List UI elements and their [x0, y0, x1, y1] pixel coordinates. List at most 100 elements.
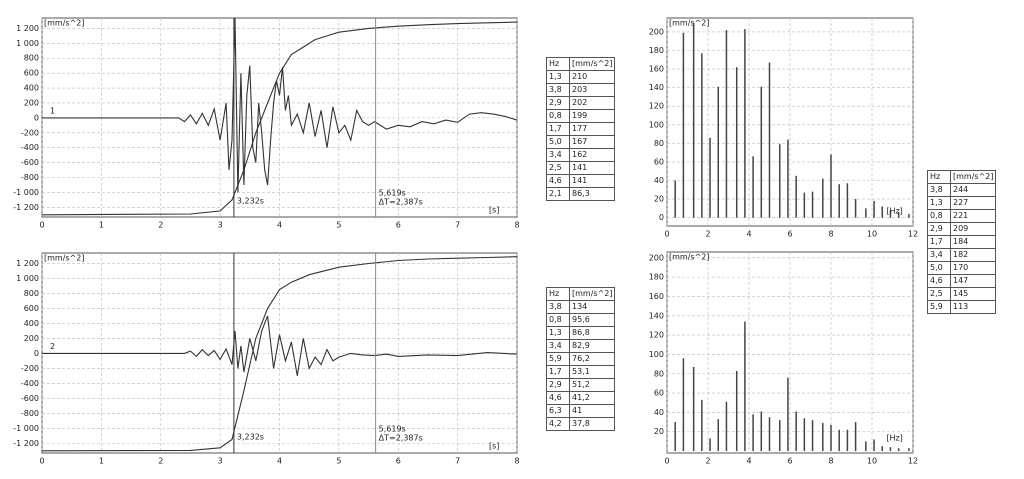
- y-tick-label: 60: [654, 157, 664, 166]
- bar: [795, 411, 797, 452]
- table-cell: 162: [568, 148, 616, 162]
- bar: [701, 53, 703, 218]
- peak-table: Hz [mm/s^2] 3,8 244 1,3 227 0,8 221 2,9 209 1,7 184…: [927, 170, 997, 314]
- y-tick-label: 1 000: [16, 274, 39, 283]
- bar: [795, 175, 797, 218]
- table-row: 2,9 51,2: [546, 378, 616, 392]
- x-tick-label: 1: [99, 221, 104, 230]
- table-cell: 167: [568, 135, 616, 149]
- y-tick-label: 180: [649, 46, 664, 55]
- y-tick-label: -800: [21, 173, 39, 182]
- table-cell: 227: [949, 196, 997, 210]
- y-tick-label: 600: [24, 304, 39, 313]
- table-row: 3,4 182: [927, 248, 997, 262]
- bar: [811, 191, 814, 218]
- y-tick-label: 200: [649, 27, 664, 36]
- table-row: 0,8 199: [546, 109, 616, 123]
- table-cell: 202: [568, 96, 616, 110]
- table-row: 5,0 170: [927, 261, 997, 275]
- y-tick-label: 120: [649, 331, 664, 340]
- table-cell: 2,5: [927, 287, 951, 301]
- x-tick-label: 7: [455, 457, 460, 466]
- x-tick-label: 2: [705, 230, 710, 239]
- table-cell: 1,3: [546, 70, 570, 84]
- chart: 20 40 60 80 100 120 140 160 180 200 0 2 4 6 8 10 12 [mm/s…: [649, 251, 918, 466]
- table-cell: 1,3: [546, 326, 570, 340]
- y-tick-label: 180: [649, 273, 664, 282]
- x-tick-label: 5: [336, 221, 341, 230]
- x-tick-label: 4: [277, 221, 282, 230]
- table-cell: 1,7: [927, 235, 951, 249]
- bar: [682, 32, 685, 218]
- table-cell: 170: [949, 261, 997, 275]
- bar: [881, 446, 883, 452]
- table-cell: 210: [568, 70, 616, 84]
- table-cell: 113: [949, 300, 997, 314]
- x-tick-label: 0: [39, 457, 44, 466]
- y-tick-label: 100: [649, 350, 664, 359]
- cursor-label: 3,232s: [237, 433, 264, 442]
- table-row: 1,3 227: [927, 196, 997, 210]
- cursor-label: 3,232s: [237, 197, 264, 206]
- table-row: 5,0 167: [546, 135, 616, 149]
- y-tick-label: -600: [21, 394, 39, 403]
- table-header: Hz: [546, 57, 570, 71]
- table-cell: 1,7: [546, 365, 570, 379]
- bar: [854, 422, 857, 452]
- table-cell: 76,2: [568, 352, 616, 366]
- table-cell: 141: [568, 174, 616, 188]
- table-cell: 51,2: [568, 378, 616, 392]
- table-cell: 5,9: [927, 300, 951, 314]
- y-tick-label: 200: [24, 98, 39, 107]
- table-cell: 5,0: [927, 261, 951, 275]
- x-unit: [s]: [489, 206, 499, 215]
- y-tick-label: 80: [654, 139, 664, 148]
- chart: 0 20 40 60 80 100 120 140 160 180 200 0 2 4 6 8 10 12 [mm/…: [649, 17, 918, 239]
- table-row: 1,7 177: [546, 122, 616, 136]
- bar: [779, 144, 781, 218]
- table-cell: 5,9: [546, 352, 570, 366]
- bar: [760, 411, 763, 452]
- x-unit: [s]: [489, 442, 499, 451]
- table-cell: 3,8: [546, 83, 570, 97]
- x-tick-label: 8: [514, 457, 519, 466]
- y-tick-label: 200: [24, 334, 39, 343]
- y-tick-label: -1 000: [13, 188, 39, 197]
- x-tick-label: 6: [396, 457, 401, 466]
- table-cell: 95,6: [568, 313, 616, 327]
- table-cell: 244: [949, 183, 997, 197]
- y-tick-label: 100: [649, 120, 664, 129]
- y-unit: [mm/s^2]: [669, 19, 709, 28]
- bar: [803, 192, 806, 218]
- x-unit: [Hz]: [886, 434, 902, 443]
- bar: [873, 200, 875, 218]
- bar: [787, 377, 789, 452]
- bar: [674, 180, 676, 218]
- x-tick-label: 6: [787, 230, 792, 239]
- table-header: Hz: [927, 170, 951, 184]
- signal-line: [42, 18, 517, 193]
- y-tick-label: 60: [654, 389, 664, 398]
- y-tick-label: 80: [654, 369, 664, 378]
- signal-line: [42, 315, 517, 376]
- table-cell: 145: [949, 287, 997, 301]
- bar: [768, 62, 771, 218]
- bar: [735, 370, 738, 452]
- bar: [674, 422, 676, 452]
- bar: [889, 210, 892, 218]
- table-cell: 209: [949, 222, 997, 236]
- x-tick-label: 2: [158, 221, 163, 230]
- y-tick-label: 0: [34, 349, 39, 358]
- y-tick-label: -800: [21, 409, 39, 418]
- x-tick-label: 0: [664, 457, 669, 466]
- table-cell: 199: [568, 109, 616, 123]
- table-cell: 4,2: [546, 417, 570, 431]
- table-cell: 2,9: [927, 222, 951, 236]
- bar: [838, 429, 840, 452]
- bar: [752, 414, 754, 452]
- y-tick-label: 400: [24, 319, 39, 328]
- y-tick-label: 600: [24, 69, 39, 78]
- x-tick-label: 2: [158, 457, 163, 466]
- table-cell: 4,6: [546, 174, 570, 188]
